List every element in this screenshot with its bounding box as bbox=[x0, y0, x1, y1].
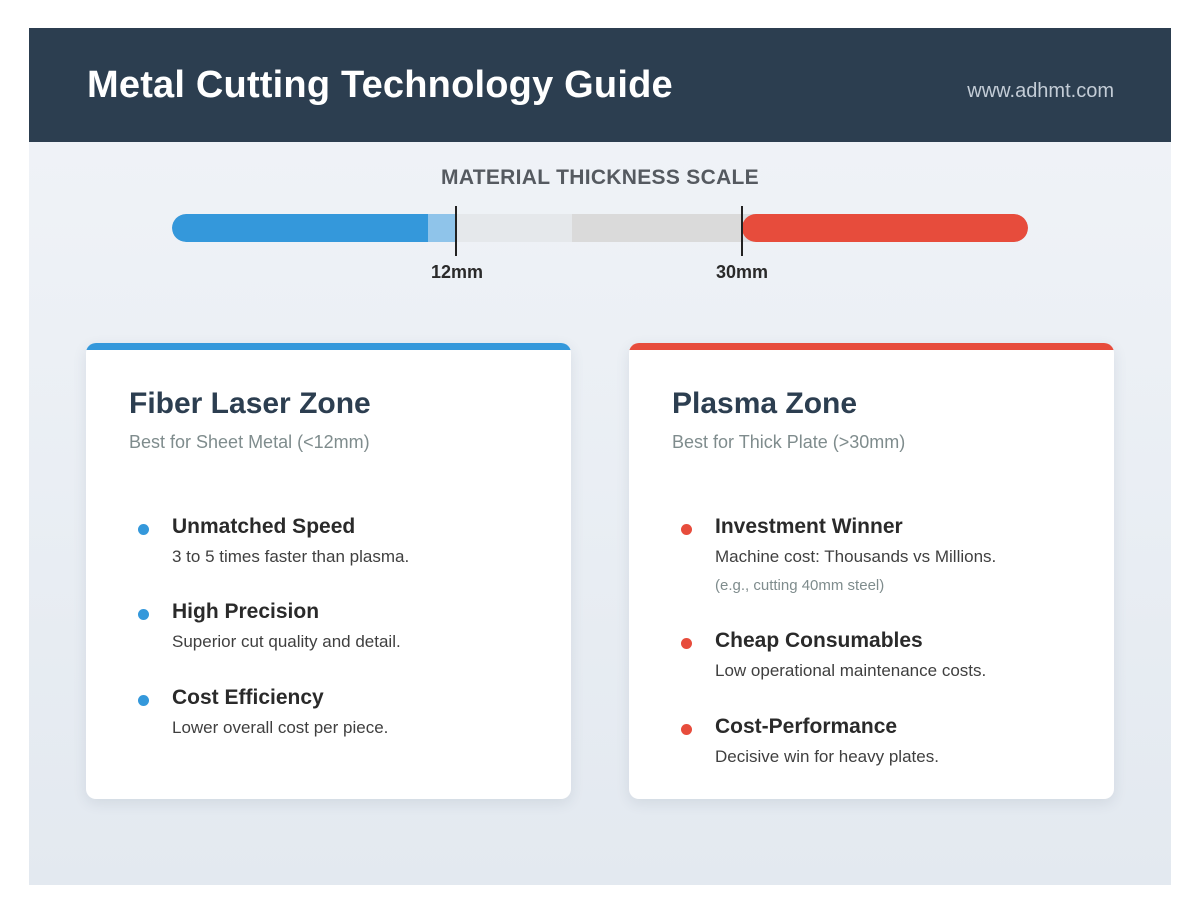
bullet-dot-icon bbox=[681, 638, 692, 649]
transition-range-segment bbox=[572, 214, 742, 242]
benefit-title: Cost Efficiency bbox=[172, 686, 324, 709]
benefit-title: Cost-Performance bbox=[715, 715, 898, 738]
benefit-note: (e.g., cutting 40mm steel) bbox=[715, 577, 885, 594]
benefit-description: Machine cost: Thousands vs Millions. bbox=[715, 547, 997, 566]
benefit-description: Low operational maintenance costs. bbox=[715, 661, 987, 680]
benefit-title: High Precision bbox=[172, 600, 320, 623]
thickness-scale-title: MATERIAL THICKNESS SCALE bbox=[441, 166, 759, 189]
benefit-title: Cheap Consumables bbox=[715, 629, 923, 652]
infographic-canvas: Metal Cutting Technology Guide www.adhmt… bbox=[29, 28, 1171, 885]
marker-label-12mm: 12mm bbox=[430, 262, 484, 282]
fiber-card-title: Fiber Laser Zone bbox=[129, 387, 371, 420]
benefit-description: Lower overall cost per piece. bbox=[172, 718, 389, 737]
marker-label-30mm: 30mm bbox=[715, 262, 769, 282]
benefit-description: Decisive win for heavy plates. bbox=[715, 747, 939, 766]
benefit-description: 3 to 5 times faster than plasma. bbox=[172, 547, 410, 566]
benefit-description: Superior cut quality and detail. bbox=[172, 632, 401, 651]
bullet-dot-icon bbox=[138, 609, 149, 620]
plasma-range-segment bbox=[742, 214, 1028, 242]
fiber-card-subtitle: Best for Sheet Metal (<12mm) bbox=[129, 432, 370, 452]
plasma-card-title: Plasma Zone bbox=[672, 387, 858, 420]
fiber-card-accent-bar bbox=[86, 343, 571, 350]
bullet-dot-icon bbox=[681, 724, 692, 735]
website-url: www.adhmt.com bbox=[967, 80, 1114, 102]
bullet-dot-icon bbox=[681, 524, 692, 535]
plasma-card: Plasma Zone Best for Thick Plate (>30mm)… bbox=[629, 343, 1114, 799]
benefit-title: Investment Winner bbox=[715, 515, 903, 538]
plasma-card-accent-bar bbox=[629, 343, 1114, 350]
benefit-title: Unmatched Speed bbox=[172, 515, 356, 538]
fiber-laser-range-segment bbox=[172, 214, 428, 242]
marker-12mm bbox=[455, 206, 457, 256]
marker-30mm bbox=[741, 206, 743, 256]
header-banner: Metal Cutting Technology Guide www.adhmt… bbox=[29, 28, 1171, 142]
fiber-laser-fade-segment bbox=[428, 214, 456, 242]
transition-range-segment-light bbox=[456, 214, 572, 242]
plasma-card-subtitle: Best for Thick Plate (>30mm) bbox=[672, 432, 906, 452]
bullet-dot-icon bbox=[138, 695, 149, 706]
page-title: Metal Cutting Technology Guide bbox=[87, 64, 673, 106]
thickness-scale-track bbox=[172, 214, 1028, 242]
bullet-dot-icon bbox=[138, 524, 149, 535]
fiber-laser-card: Fiber Laser Zone Best for Sheet Metal (<… bbox=[86, 343, 571, 799]
